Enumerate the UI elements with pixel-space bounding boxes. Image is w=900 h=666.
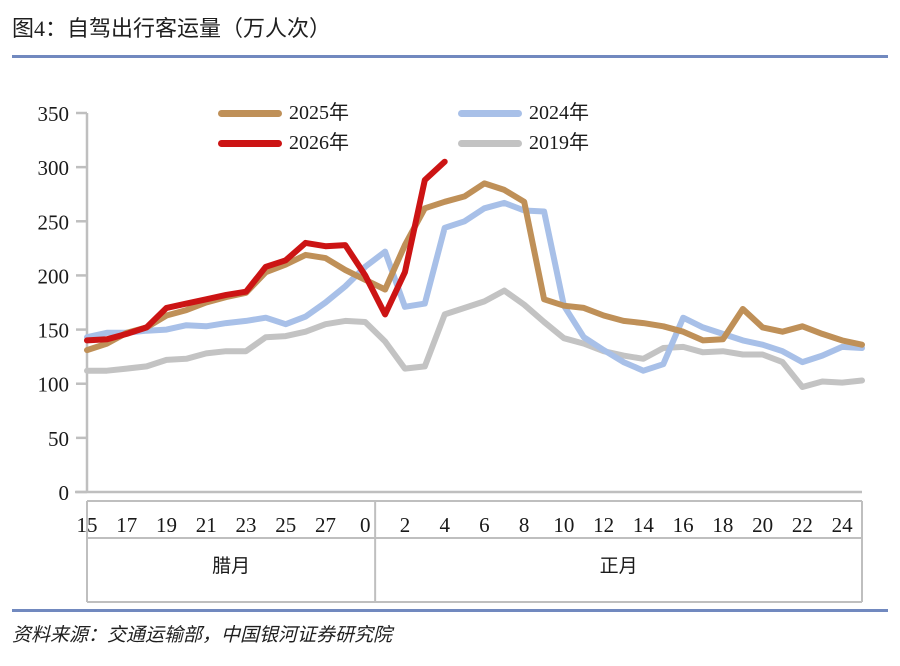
x-axis-tick-label: 17 [116,513,137,537]
x-axis-tick-label: 19 [156,513,177,537]
y-axis-tick-label: 250 [38,210,70,234]
x-axis-tick-label: 6 [479,513,490,537]
x-axis-tick-label: 15 [77,513,98,537]
legend-swatch-2026 [218,139,282,147]
x-group-label-lunar-1: 正月 [600,556,638,577]
x-axis-tick-label: 23 [235,513,256,537]
legend-swatch-2025 [218,109,282,117]
legend-item-2024: 2024年 [458,102,698,124]
legend-swatch-2019 [458,139,522,147]
x-axis-tick-label: 0 [360,513,371,537]
chart-legend: 2025年 2024年 2026年 2019年 [218,98,688,158]
x-axis-tick-label: 25 [275,513,296,537]
legend-label-2019: 2019年 [529,132,589,154]
x-axis-tick-label: 4 [439,513,450,537]
y-axis-tick-label: 50 [48,427,69,451]
footer-divider [12,609,888,612]
x-axis-tick-label: 2 [400,513,411,537]
series-line-2019 [84,287,865,390]
y-axis-tick-label: 350 [38,102,70,126]
x-axis-tick-label: 21 [196,513,217,537]
legend-item-2025: 2025年 [218,102,458,124]
legend-swatch-2024 [458,109,522,117]
y-axis-tick-label: 150 [38,319,70,343]
x-group-label-lunar-12: 腊月 [212,555,250,577]
y-axis-tick-label: 200 [38,264,70,288]
page-title: 图4：自驾出行客运量（万人次） [12,16,332,41]
legend-label-2024: 2024年 [529,102,589,124]
source-note: 资料来源：交通运输部，中国银河证券研究院 [12,625,393,646]
x-axis-tick-label: 12 [593,513,614,537]
x-axis-tick-label: 14 [633,513,655,537]
y-axis-tick-label: 0 [59,481,70,505]
legend-label-2026: 2026年 [289,132,349,154]
legend-item-2019: 2019年 [458,132,698,154]
x-axis-tick-label: 10 [553,513,574,537]
x-axis-tick-label: 27 [315,513,336,537]
series-line-2026 [84,158,448,344]
y-axis-tick-label: 100 [38,373,70,397]
x-axis-tick-label: 18 [712,513,733,537]
y-axis-tick-label: 300 [38,156,70,180]
x-axis-tick-label: 22 [792,513,813,537]
x-axis-tick-label: 8 [519,513,530,537]
legend-label-2025: 2025年 [289,102,349,124]
x-axis-tick-label: 20 [752,513,773,537]
header-divider [12,55,888,58]
legend-item-2026: 2026年 [218,132,458,154]
series-line-2024 [84,199,865,374]
x-axis-tick-label: 16 [673,513,694,537]
x-axis-tick-label: 24 [832,513,854,537]
